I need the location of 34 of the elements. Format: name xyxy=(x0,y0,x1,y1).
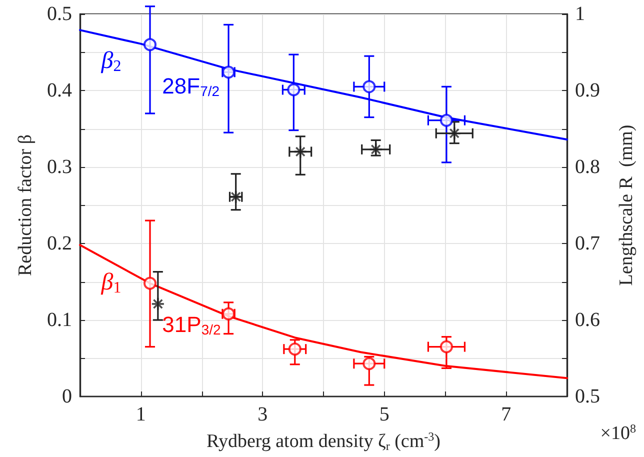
line-series xyxy=(79,244,568,380)
point xyxy=(440,340,453,354)
y2-tick-label: 0.5 xyxy=(575,386,600,408)
x-tick-label: 1 xyxy=(136,404,146,426)
y-tick-label: 0.1 xyxy=(47,309,72,331)
y-tick-label: 0.3 xyxy=(47,156,72,178)
point xyxy=(288,342,302,356)
point xyxy=(440,114,453,127)
y2-tick-label: 0.9 xyxy=(575,80,600,102)
y-tick-label: 0.2 xyxy=(47,232,72,254)
point xyxy=(293,144,308,159)
y2-tick-label: 0.8 xyxy=(575,156,600,178)
y2-tick-label: 1 xyxy=(575,3,585,25)
annotation: 28F7/2 xyxy=(162,73,220,99)
point xyxy=(362,80,376,94)
x-tick-label: 7 xyxy=(501,404,512,426)
y2-tick-label: 0.7 xyxy=(575,232,600,254)
line-series xyxy=(79,29,568,140)
annotation: 31P3/2 xyxy=(162,312,221,338)
y2-axis-title: Lengthscale R (mm) xyxy=(616,124,637,286)
y2-tick-label: 0.6 xyxy=(575,309,600,331)
y-tick-label: 0 xyxy=(62,386,72,408)
point xyxy=(151,297,165,311)
y-tick-label: 0.4 xyxy=(47,80,72,102)
x-tick-label: 5 xyxy=(379,404,390,426)
point xyxy=(144,38,157,52)
point xyxy=(447,126,462,140)
point xyxy=(362,357,376,370)
point xyxy=(287,83,300,96)
point xyxy=(144,276,157,290)
point xyxy=(368,142,383,156)
y-axis-title: Reduction factor β xyxy=(15,134,36,276)
x-tick-label: 3 xyxy=(258,404,268,426)
y-tick-label: 0.5 xyxy=(47,3,72,25)
